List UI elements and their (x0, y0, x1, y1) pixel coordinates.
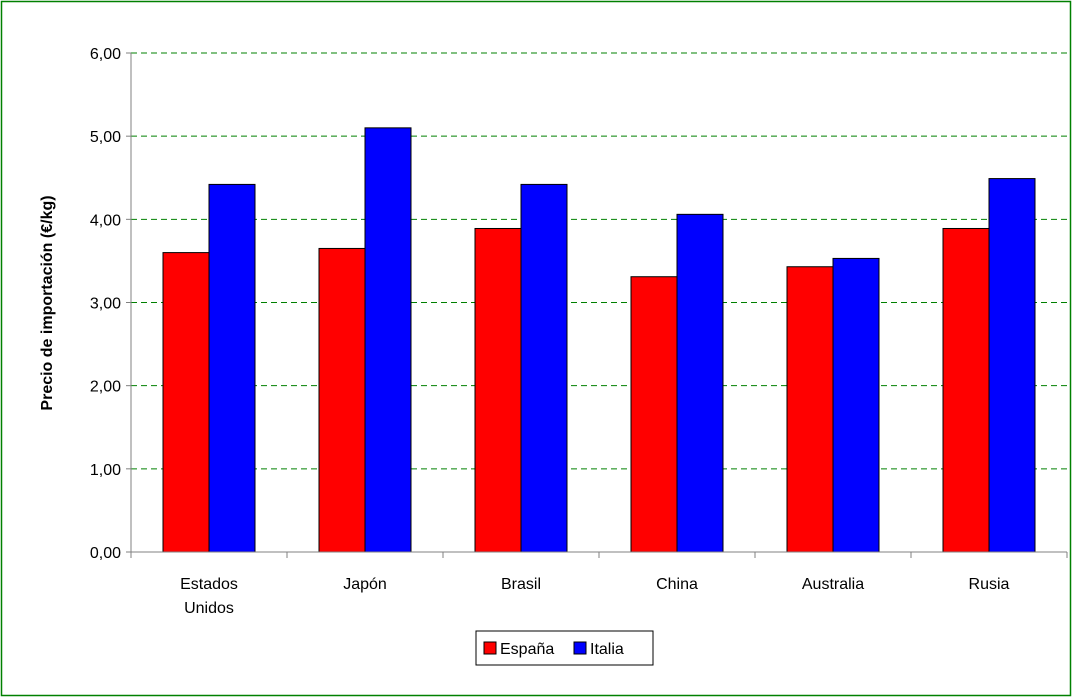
y-tick-label: 4,00 (90, 212, 121, 229)
gridlines (131, 52, 1067, 470)
x-tick-label: Rusia (969, 576, 1010, 593)
y-tick-label: 3,00 (90, 296, 121, 313)
y-tick-label: 5,00 (90, 129, 121, 146)
bars (162, 127, 1036, 553)
x-tick-label: Japón (343, 576, 387, 593)
y-tick-label: 1,00 (90, 462, 121, 479)
legend-swatch (483, 641, 497, 655)
bar (988, 178, 1036, 553)
bar (364, 127, 412, 553)
bar (474, 227, 522, 553)
x-tick-label: China (656, 576, 698, 593)
axes: 0,00 1,00 2,00 3,00 4,00 5,00 6,00 Estados Unido… (90, 46, 1068, 617)
y-axis-title: Precio de importación (€/kg) (39, 195, 56, 410)
x-tick-label: Brasil (501, 576, 541, 593)
x-tick-label: Australia (802, 576, 864, 593)
bar (318, 247, 366, 553)
bar (208, 183, 256, 553)
legend: España Italia (475, 630, 654, 666)
bar (162, 252, 210, 553)
bar (630, 276, 678, 553)
legend-label: España (500, 641, 554, 658)
bar (676, 213, 724, 553)
legend-label: Italia (590, 641, 624, 658)
bar (520, 183, 568, 553)
bar (832, 257, 880, 553)
y-tick-label: 6,00 (90, 46, 121, 63)
bar (786, 266, 834, 553)
y-tick-label: 2,00 (90, 379, 121, 396)
legend-box (475, 630, 654, 666)
x-tick-label: Estados Unidos (180, 576, 238, 617)
bar (942, 227, 990, 553)
y-tick-label: 0,00 (90, 545, 121, 562)
legend-swatch (573, 641, 587, 655)
